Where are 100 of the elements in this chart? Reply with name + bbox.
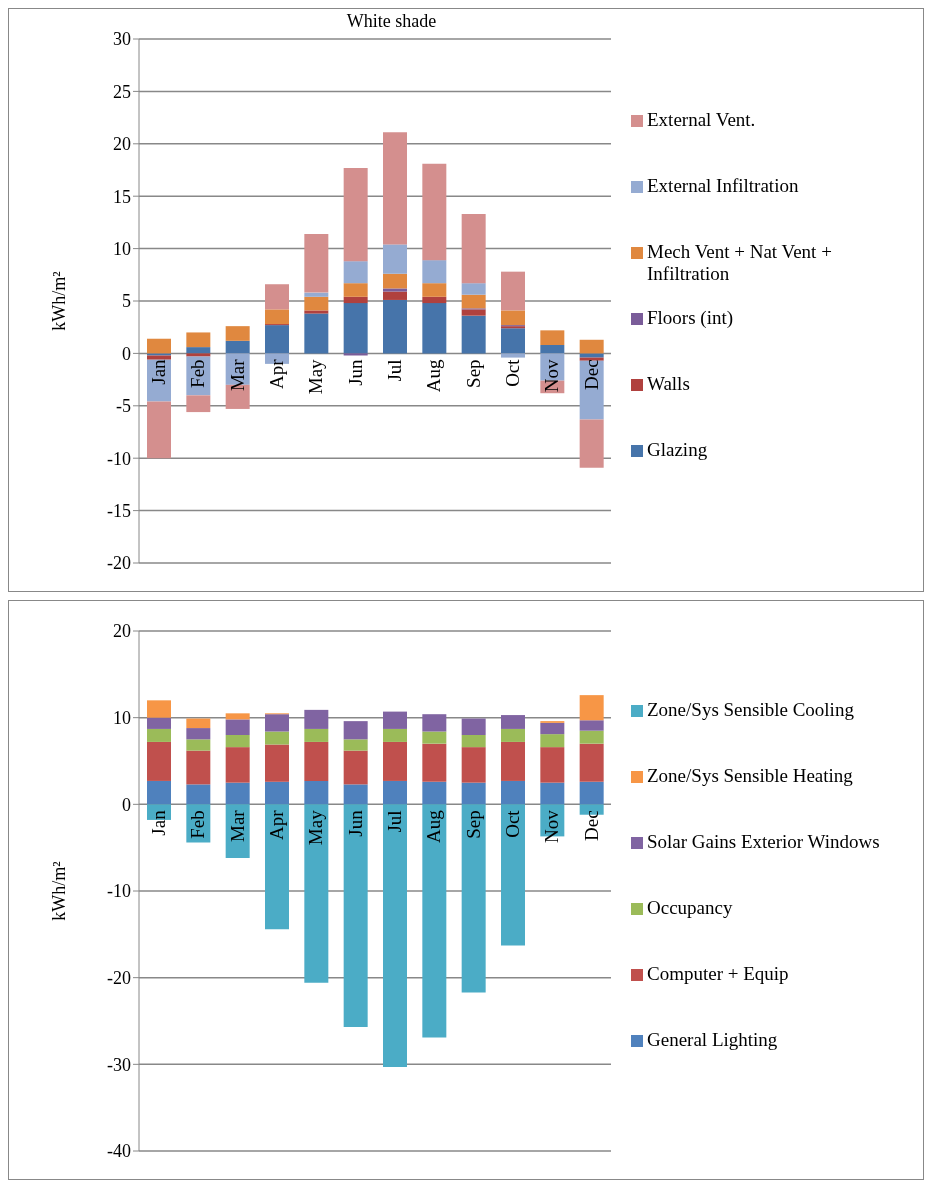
bar	[186, 728, 211, 740]
x-tick-label: Sep	[462, 359, 484, 388]
chart-title: White shade	[345, 11, 438, 32]
bar	[422, 260, 447, 284]
bar	[422, 804, 447, 1038]
bar	[186, 739, 211, 751]
bar	[343, 739, 368, 751]
bar	[186, 784, 211, 805]
y-tick-label: 0	[122, 343, 131, 364]
bar	[579, 353, 604, 358]
bar	[501, 715, 525, 729]
bar	[304, 310, 329, 314]
bar	[343, 303, 368, 354]
legend-label: Solar Gains Exterior Windows	[647, 831, 880, 853]
bar	[422, 781, 447, 805]
bar	[501, 353, 525, 358]
bar	[501, 310, 525, 326]
bar	[461, 214, 486, 284]
bar	[225, 782, 250, 805]
bar	[422, 163, 447, 261]
bar	[225, 747, 250, 783]
bar	[147, 401, 171, 459]
x-tick-label: Apr	[266, 358, 288, 389]
y-tick-label: 20	[113, 621, 131, 642]
bar	[265, 714, 289, 732]
bar	[422, 731, 447, 744]
bar	[383, 728, 407, 742]
x-tick-label: Mar	[226, 358, 248, 392]
y-tick-label: -20	[107, 553, 131, 574]
legend-label: Glazing	[647, 439, 708, 461]
x-tick-label: Sep	[462, 810, 484, 839]
bar	[265, 284, 289, 310]
legend-label: Zone/Sys Sensible Cooling	[647, 699, 854, 721]
bar	[265, 325, 289, 354]
x-tick-label: Jul	[384, 810, 406, 833]
legend-label: External Infiltration	[647, 175, 799, 197]
bar	[304, 741, 329, 781]
x-tick-label: Jun	[344, 358, 366, 386]
bar	[265, 309, 289, 325]
bar	[147, 355, 171, 360]
bar	[186, 353, 211, 357]
x-tick-label: Feb	[187, 810, 209, 839]
y-tick-label: 25	[113, 81, 131, 102]
x-tick-label: May	[305, 809, 327, 846]
bar	[540, 747, 565, 783]
bar	[147, 717, 171, 729]
y-tick-label: -15	[107, 500, 131, 521]
bar	[265, 781, 289, 805]
legend-label: Computer + Equip	[647, 963, 789, 985]
bar	[383, 273, 407, 289]
bar	[461, 804, 486, 993]
bar	[186, 395, 211, 413]
bar	[383, 711, 407, 729]
x-tick-label: Oct	[502, 358, 524, 387]
y-tick-label: -10	[107, 881, 131, 902]
bar	[147, 700, 171, 718]
x-tick-label: Feb	[187, 359, 209, 388]
bar	[422, 283, 447, 297]
bar	[147, 353, 171, 356]
y-tick-label: 10	[113, 708, 131, 729]
bar	[186, 332, 211, 348]
bar	[383, 132, 407, 245]
x-tick-label: Aug	[423, 809, 445, 844]
bar	[186, 750, 211, 785]
x-tick-label: May	[305, 358, 327, 395]
bar	[461, 747, 486, 783]
bar	[422, 303, 447, 354]
bar	[343, 750, 368, 785]
bar	[461, 294, 486, 309]
x-tick-label: Jul	[384, 359, 406, 382]
bar	[501, 728, 525, 742]
y-axis-title: kWh/m²	[49, 861, 70, 921]
bar	[225, 735, 250, 748]
y-tick-label: 5	[122, 291, 131, 312]
bar	[343, 261, 368, 284]
bar	[501, 741, 525, 781]
bar	[579, 720, 604, 731]
x-tick-label: Aug	[423, 358, 445, 393]
x-tick-label: Jan	[148, 809, 170, 836]
x-tick-label: Nov	[541, 358, 563, 393]
bar	[422, 743, 447, 782]
bar	[501, 328, 525, 354]
bar	[383, 299, 407, 354]
bar	[225, 340, 250, 354]
x-tick-label: Nov	[541, 809, 563, 844]
bar	[422, 296, 447, 304]
bar	[579, 695, 604, 721]
bar	[540, 330, 565, 346]
bar	[265, 731, 289, 745]
bar	[304, 292, 329, 297]
bar	[265, 744, 289, 782]
y-tick-label: -10	[107, 448, 131, 469]
bar	[383, 780, 407, 805]
bar	[579, 730, 604, 744]
bar	[461, 315, 486, 354]
y-tick-label: -40	[107, 1141, 131, 1162]
x-tick-label: Dec	[580, 359, 602, 390]
legend-label: Walls	[647, 373, 690, 395]
legend-label: General Lighting	[647, 1029, 778, 1051]
y-tick-label: -5	[116, 396, 131, 417]
